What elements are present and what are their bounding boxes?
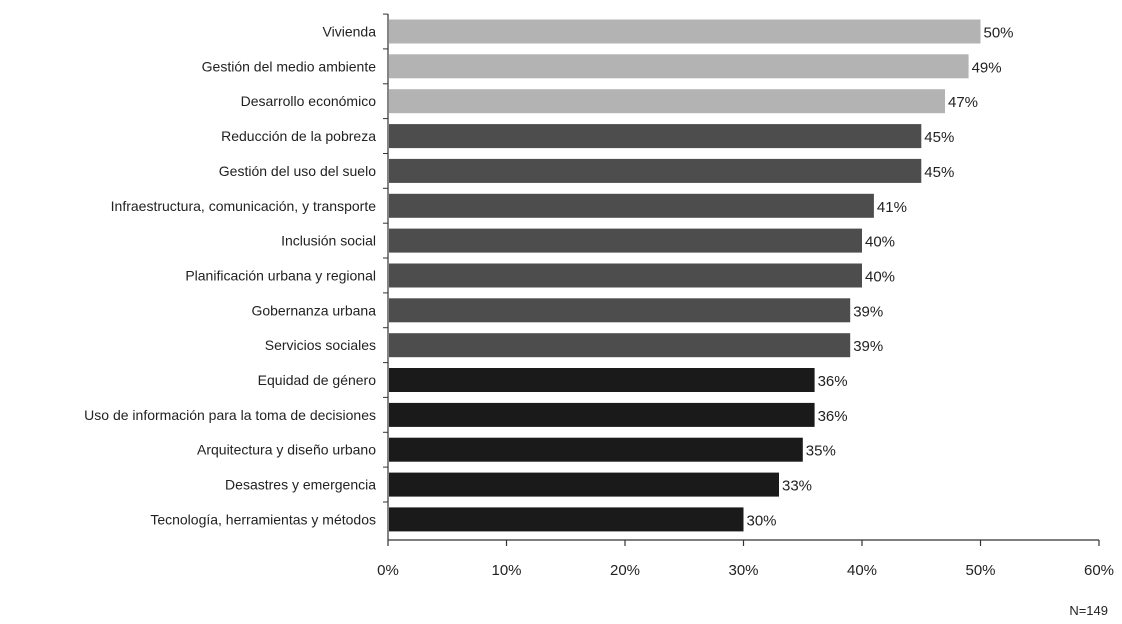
- value-label: 45%: [924, 164, 954, 181]
- category-label: Gestión del medio ambiente: [202, 58, 377, 74]
- category-label: Equidad de género: [258, 372, 377, 388]
- value-label: 35%: [806, 443, 836, 460]
- category-label: Vivienda: [323, 24, 377, 40]
- bar: [389, 124, 922, 149]
- category-label: Servicios sociales: [265, 337, 376, 353]
- category-label: Gobernanza urbana: [251, 302, 376, 318]
- value-labels: 50% 49% 47% 45% 45% 41% 40% 40% 39% 39% 36% 36% 35% 3…: [747, 25, 1014, 530]
- value-label: 47%: [948, 94, 978, 111]
- value-label: 40%: [865, 269, 895, 286]
- x-tick-label: 40%: [847, 562, 877, 579]
- bar: [389, 193, 874, 218]
- bar: [389, 402, 815, 427]
- bar: [389, 437, 803, 462]
- bar: [389, 158, 922, 183]
- x-tick-label: 50%: [965, 562, 995, 579]
- bar: [389, 54, 969, 79]
- category-labels: Vivienda Gestión del medio ambiente Desarr…: [84, 24, 376, 528]
- bar: [389, 298, 851, 323]
- category-label: Infraestructura, comunicación, y transpo…: [111, 198, 377, 214]
- x-tick-label: 60%: [1084, 562, 1114, 579]
- bar: [389, 89, 945, 114]
- bar: [389, 368, 815, 392]
- value-label: 49%: [972, 59, 1002, 76]
- value-label: 33%: [782, 478, 812, 495]
- bar: [389, 228, 862, 253]
- bar: [389, 333, 851, 358]
- category-label: Inclusión social: [281, 233, 376, 249]
- category-label: Desarrollo económico: [241, 93, 377, 109]
- category-label: Reducción de la pobreza: [221, 128, 376, 144]
- x-tick-label: 20%: [610, 562, 640, 579]
- value-label: 39%: [853, 303, 883, 320]
- x-tick-label: 0%: [377, 562, 399, 579]
- category-label: Gestión del uso del suelo: [219, 163, 376, 179]
- value-label: 36%: [818, 373, 848, 390]
- bars-group: [389, 19, 981, 532]
- category-label: Planificación urbana y regional: [185, 268, 376, 284]
- sample-size-note: N=149: [1069, 603, 1108, 618]
- bar: [389, 507, 744, 532]
- axes-group: 0% 10% 20% 30% 40% 50% 60%: [377, 13, 1114, 579]
- value-label: 36%: [818, 408, 848, 425]
- value-label: 39%: [853, 338, 883, 355]
- category-label: Desastres y emergencia: [225, 477, 376, 493]
- x-tick-label: 10%: [491, 562, 521, 579]
- bar: [389, 19, 981, 44]
- value-label: 41%: [877, 199, 907, 216]
- category-label: Arquitectura y diseño urbano: [197, 442, 376, 458]
- value-label: 40%: [865, 234, 895, 251]
- bar: [389, 472, 779, 497]
- category-label: Tecnología, herramientas y métodos: [150, 511, 376, 527]
- value-label: 50%: [984, 25, 1014, 42]
- value-label: 45%: [924, 129, 954, 146]
- value-label: 30%: [747, 512, 777, 529]
- category-label: Uso de información para la toma de decis…: [84, 407, 376, 423]
- bar: [389, 263, 862, 288]
- x-tick-label: 30%: [728, 562, 758, 579]
